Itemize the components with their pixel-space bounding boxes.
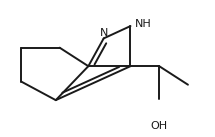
Text: OH: OH (151, 121, 168, 131)
Text: N: N (100, 28, 108, 38)
Text: NH: NH (135, 19, 152, 29)
